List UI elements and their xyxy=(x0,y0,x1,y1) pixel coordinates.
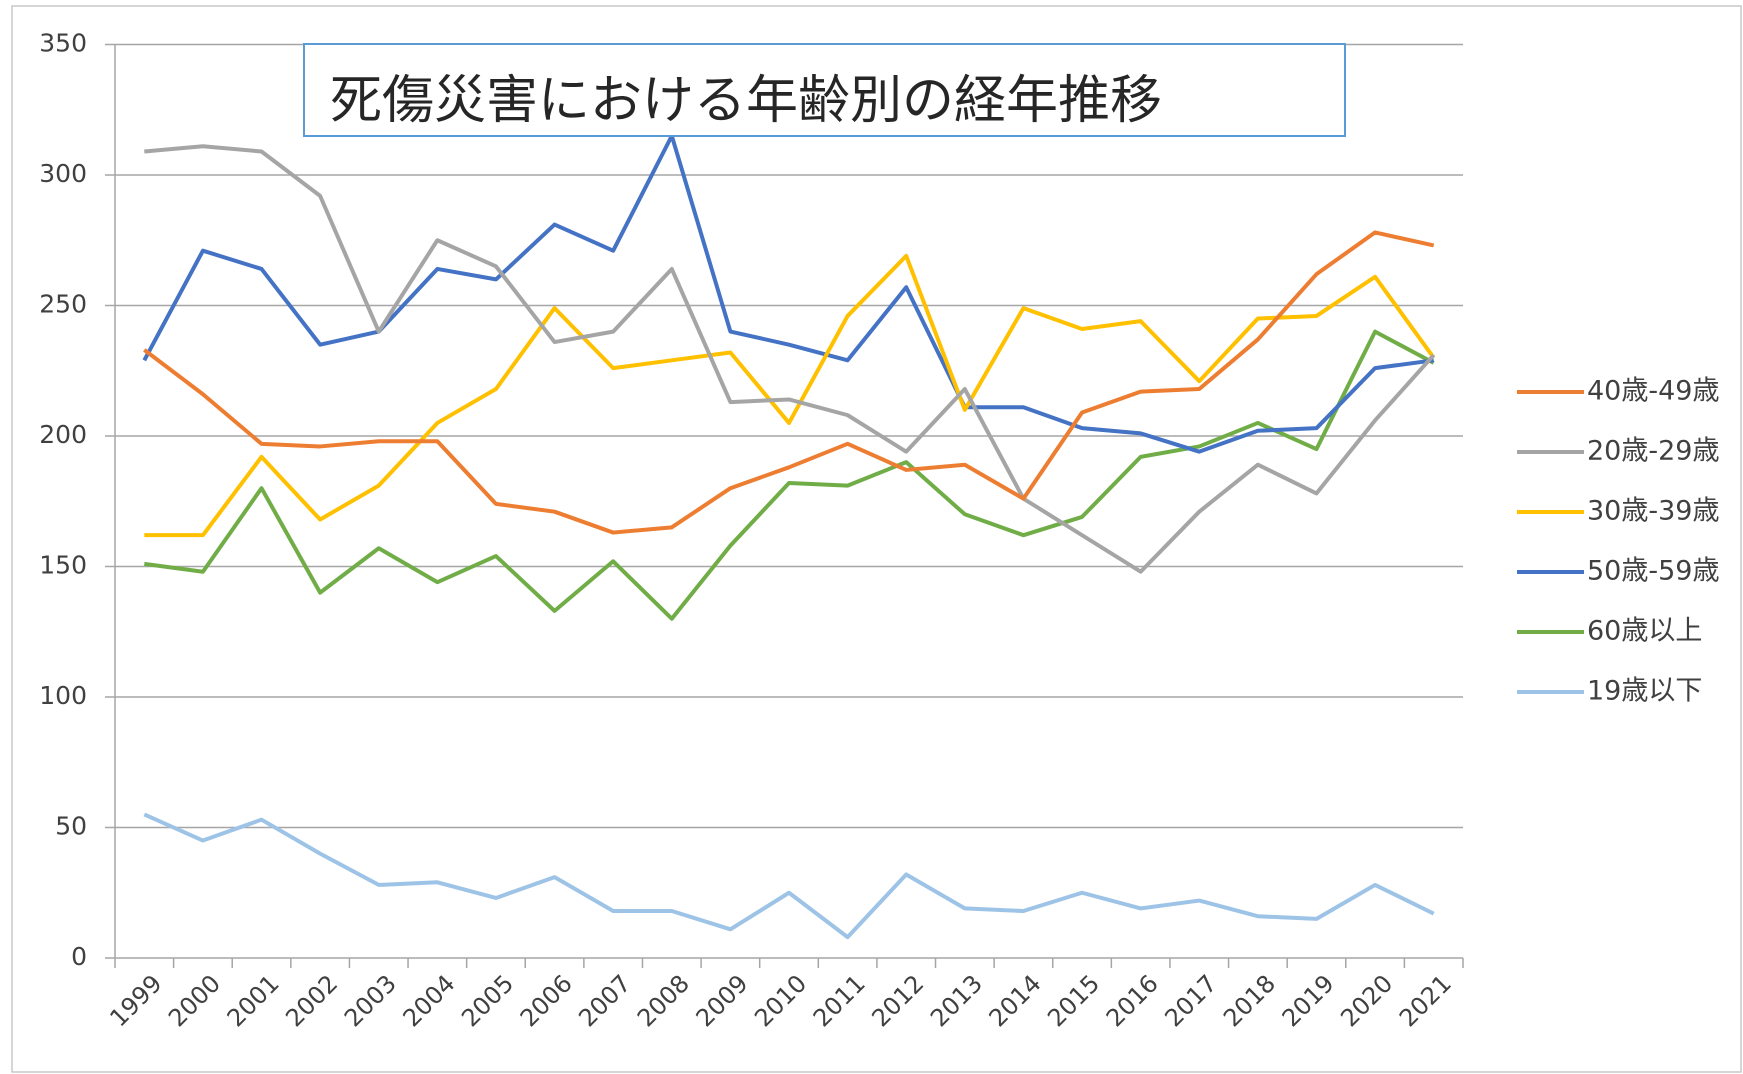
chart-title: 死傷災害における年齢別の経年推移 xyxy=(330,71,1162,131)
y-tick-label: 50 xyxy=(55,812,87,841)
series-line xyxy=(142,133,1434,454)
y-tick-label: 200 xyxy=(39,420,87,449)
y-tick-label: 150 xyxy=(39,551,87,580)
legend-label: 19歳以下 xyxy=(1587,676,1702,707)
legend-label: 20歳-29歳 xyxy=(1587,436,1719,467)
y-tick-label: 250 xyxy=(39,290,87,319)
y-tick-label: 100 xyxy=(39,681,87,710)
legend-label: 60歳以上 xyxy=(1587,616,1702,647)
y-tick-label: 350 xyxy=(39,29,87,58)
legend-label: 50歳-59歳 xyxy=(1587,556,1719,587)
series-line xyxy=(144,144,1436,574)
series-line xyxy=(143,812,1435,940)
y-tick-label: 0 xyxy=(71,942,87,971)
series-line xyxy=(143,230,1435,535)
series-line xyxy=(144,329,1435,621)
series-line xyxy=(144,253,1436,538)
chart-border xyxy=(11,5,1742,1073)
legend-label: 30歳-39歳 xyxy=(1587,496,1719,527)
title-box xyxy=(303,43,1346,137)
legend-label: 40歳-49歳 xyxy=(1587,376,1719,407)
y-tick-label: 300 xyxy=(39,159,87,188)
